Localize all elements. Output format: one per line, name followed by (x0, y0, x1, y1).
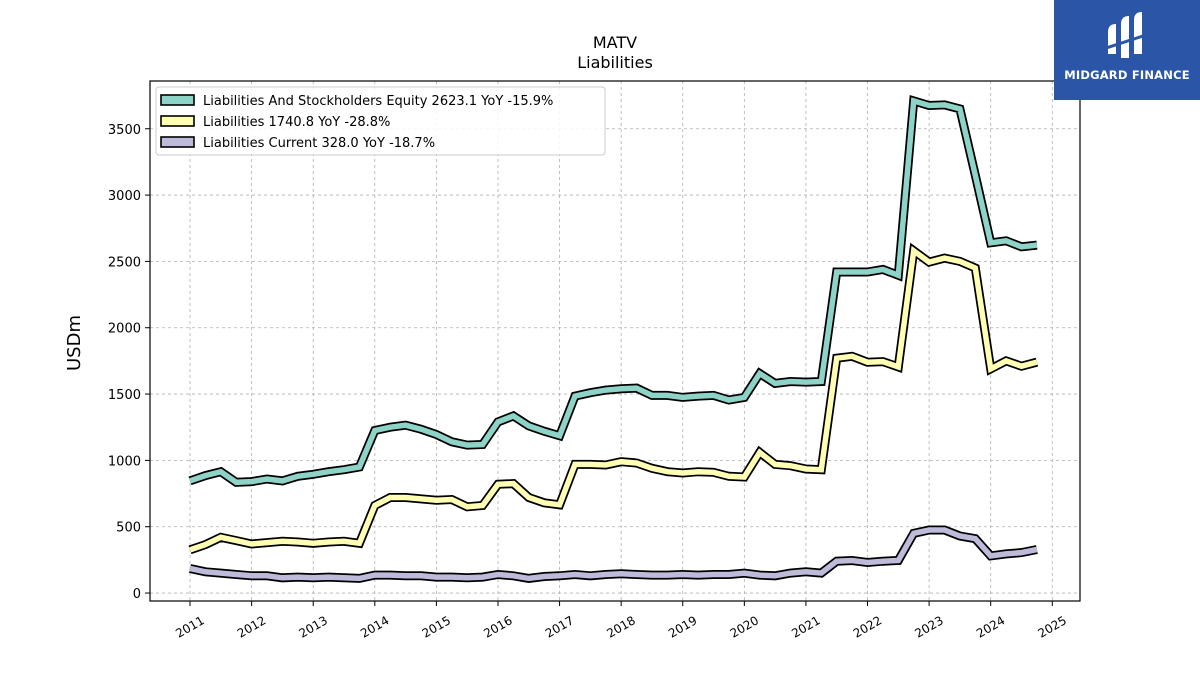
plot-frame (149, 80, 1081, 602)
y-tick-label: 1500 (108, 388, 141, 403)
x-tick-label: 2011 (173, 613, 206, 640)
y-tick-label: 0 (133, 587, 141, 602)
chart-title: MATV (593, 33, 637, 52)
legend: Liabilities And Stockholders Equity 2623… (155, 86, 606, 156)
y-tick-label: 500 (116, 521, 141, 536)
x-tick-label: 2025 (1036, 613, 1069, 640)
x-tick-label: 2012 (235, 613, 268, 640)
x-tick-label: 2023 (912, 613, 945, 640)
series-layer (188, 95, 1039, 583)
series-3 (189, 525, 1038, 583)
legend-box (155, 86, 606, 156)
x-tick-label: 2020 (728, 613, 761, 640)
legend-entry: Liabilities 1740.8 YoY -28.8% (203, 115, 390, 130)
series-line (189, 97, 1038, 486)
grid (150, 81, 1080, 601)
x-tick-label: 2014 (358, 613, 391, 640)
legend-swatch (160, 94, 195, 106)
series-2 (188, 242, 1039, 555)
y-tick-label: 3000 (108, 189, 141, 204)
legend-swatch (160, 136, 195, 148)
y-axis-label: USDm (64, 315, 85, 371)
series-1 (188, 95, 1038, 487)
x-axis: 2011 2012 2013 2014 2015 2016 2017 2018 2019 2020… (173, 601, 1069, 641)
x-tick-label: 2013 (296, 613, 329, 640)
x-tick-label: 2019 (666, 613, 699, 640)
y-tick-label: 2000 (108, 322, 141, 337)
legend-swatch (160, 115, 195, 127)
logo-mark-icon (1106, 12, 1146, 58)
chart-subtitle: Liabilities (577, 53, 653, 72)
series-line (189, 527, 1038, 582)
y-tick-label: 3500 (108, 123, 141, 138)
x-tick-label: 2024 (974, 613, 1007, 640)
x-tick-label: 2017 (543, 613, 576, 640)
x-tick-label: 2016 (481, 613, 514, 640)
logo-text: MIDGARD FINANCE (1064, 68, 1190, 82)
logo: MIDGARD FINANCE (1054, 0, 1200, 100)
series-line (189, 245, 1038, 553)
y-axis: 0 500 1000 1500 2000 2500 3000 3500 (108, 123, 150, 602)
y-tick-label: 2500 (108, 255, 141, 270)
legend-entry: Liabilities Current 328.0 YoY -18.7% (203, 136, 435, 151)
x-tick-label: 2021 (789, 613, 822, 640)
x-tick-label: 2015 (420, 613, 453, 640)
y-tick-label: 1000 (108, 454, 141, 469)
x-tick-label: 2018 (604, 613, 637, 640)
x-tick-label: 2022 (851, 613, 884, 640)
legend-entry: Liabilities And Stockholders Equity 2623… (203, 94, 553, 109)
